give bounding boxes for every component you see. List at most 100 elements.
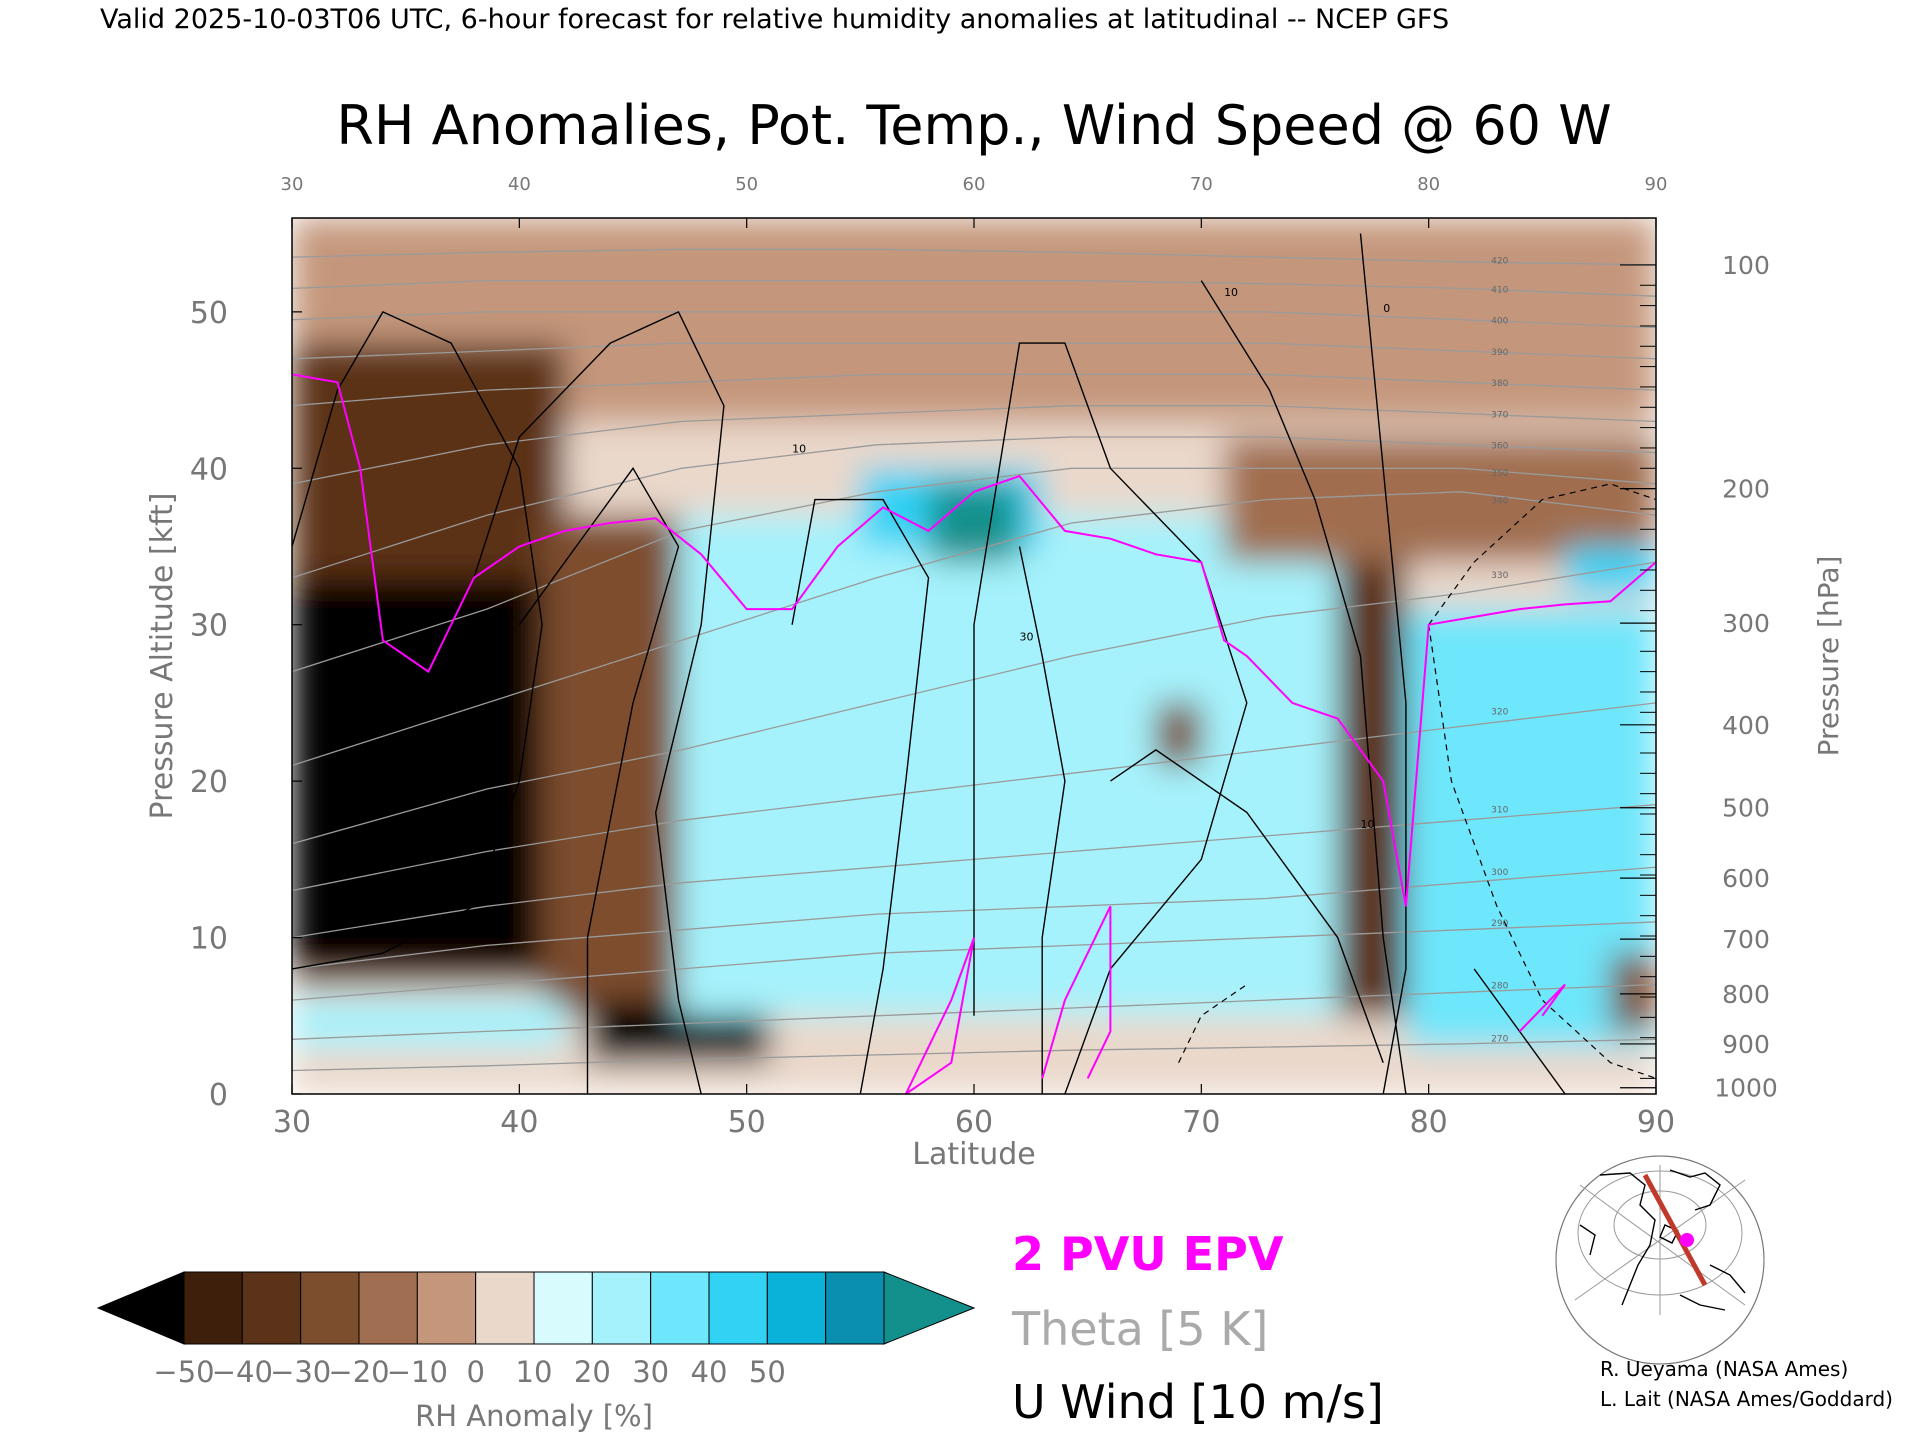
x-tick-label: 80 — [1410, 1105, 1448, 1140]
x-tick-label: 60 — [955, 1105, 993, 1140]
uwind-contour-label: 10 — [1224, 286, 1238, 299]
theta-contour-line — [292, 248, 1656, 266]
y-axis-right-pressure: 100 200 300 400 500 600 700 800 900 1000 — [1620, 251, 1778, 1103]
theta-contour-label: 400 — [1491, 317, 1508, 327]
rh-region — [1155, 702, 1202, 766]
uwind-contour-label: 30 — [1019, 630, 1033, 643]
y-tick-label: 20 — [190, 765, 228, 800]
colorbar-swatch — [475, 1271, 535, 1345]
cross-section-location-map — [1556, 1156, 1764, 1364]
theta-contour-line — [292, 467, 1656, 673]
colorbar-under-arrow — [96, 1271, 185, 1345]
section-line — [1642, 1173, 1708, 1287]
uwind-contour-label: 10 — [792, 443, 806, 456]
x-tick-label: 70 — [1182, 1105, 1220, 1140]
uwind-contour-dashed-line — [1178, 984, 1248, 1063]
colorbar-tick-label: −30 — [270, 1355, 331, 1389]
colorbar-tick-label: 40 — [691, 1355, 728, 1389]
x-top-tick-label: 40 — [508, 174, 531, 195]
uwind-contour-label: 10 — [1360, 818, 1374, 831]
legend-theta: Theta [5 K] — [1011, 1302, 1268, 1356]
uwind-contour-line — [1200, 280, 1407, 1094]
colorbar-tick-label: −50 — [153, 1355, 214, 1389]
rh-region — [1224, 437, 1656, 563]
heatmap-blur-group — [292, 218, 1656, 1094]
colorbar-swatch — [533, 1271, 593, 1345]
x-axis-top: 30 40 50 60 70 80 90 — [281, 174, 1668, 228]
x-tick-label: 40 — [500, 1105, 538, 1140]
colorbar-swatch — [766, 1271, 827, 1345]
pressure-tick-label: 600 — [1722, 864, 1770, 893]
colorbar-swatch — [300, 1271, 360, 1345]
map-meridian — [1574, 1179, 1746, 1301]
colorbar-label: RH Anomaly [%] — [415, 1399, 653, 1433]
rh-region — [928, 483, 1020, 563]
chart-title: RH Anomalies, Pot. Temp., Wind Speed @ 6… — [336, 94, 1611, 157]
rh-region — [292, 1000, 565, 1048]
colorbar-tick-label: 0 — [466, 1355, 484, 1389]
epv-line-segment — [1041, 905, 1112, 1079]
pressure-tick-label: 500 — [1722, 794, 1770, 823]
y-tick-label: 0 — [209, 1078, 228, 1113]
plot-area: 2702802903003103203303403503603703803904… — [291, 217, 1657, 1095]
x-top-tick-label: 80 — [1417, 174, 1440, 195]
valid-time-header: Valid 2025-10-03T06 UTC, 6-hour forecast… — [100, 4, 1449, 35]
colorbar-swatch — [416, 1271, 477, 1345]
theta-contour-label: 320 — [1491, 708, 1508, 718]
x-top-tick-label: 60 — [963, 174, 986, 195]
map-meridian — [1579, 1184, 1746, 1306]
x-tick-label: 50 — [728, 1105, 766, 1140]
uwind-contour-line — [791, 498, 930, 1094]
epv-line-segment — [1518, 983, 1566, 1033]
colorbar-tick-label: −10 — [387, 1355, 448, 1389]
theta-contour-label: 290 — [1491, 919, 1508, 929]
uwind-contour-line — [1018, 546, 1066, 1094]
theta-contour-label: 330 — [1491, 571, 1508, 581]
uwind-contour-line — [292, 310, 543, 970]
x-top-tick-label: 90 — [1645, 174, 1668, 195]
pressure-tick-label: 400 — [1722, 711, 1770, 740]
theta-contour-line — [292, 436, 1656, 579]
colorbar-swatch — [358, 1271, 418, 1345]
pressure-tick-label: 1000 — [1714, 1074, 1778, 1103]
theta-contour-line — [292, 405, 1656, 485]
colorbar-tick-label: 10 — [516, 1355, 553, 1389]
theta-contour-label: 310 — [1491, 805, 1508, 815]
credit-line-1: R. Ueyama (NASA Ames) — [1600, 1357, 1848, 1381]
colorbar-swatch — [708, 1271, 768, 1345]
colorbar-tick-label: 20 — [574, 1355, 611, 1389]
y-tick-label: 30 — [190, 609, 228, 644]
rh-anomaly-heatmap — [292, 218, 1656, 1094]
x-top-tick-label: 50 — [735, 174, 758, 195]
section-marker — [1680, 1233, 1694, 1247]
theta-contour-label: 280 — [1491, 981, 1508, 991]
theta-contour-label: 300 — [1491, 868, 1508, 878]
y-tick-label: 10 — [190, 922, 228, 957]
theta-contour-line — [292, 373, 1656, 407]
rh-region — [1610, 953, 1656, 1032]
legend-epv: 2 PVU EPV — [1012, 1227, 1284, 1281]
credit-line-2: L. Lait (NASA Ames/Goddard) — [1600, 1387, 1893, 1411]
theta-contour-line — [292, 279, 1656, 297]
theta-contour-label: 340 — [1491, 496, 1508, 506]
pressure-tick-label: 800 — [1722, 980, 1770, 1009]
pressure-tick-label: 700 — [1722, 925, 1770, 954]
theta-contour-line — [292, 311, 1656, 329]
x-top-tick-label: 30 — [281, 174, 304, 195]
y2-axis-label: Pressure [hPa] — [1812, 556, 1845, 757]
theta-contour-label: 380 — [1491, 379, 1508, 389]
uwind-contour-line — [518, 467, 680, 1094]
x-tick-label: 90 — [1637, 1105, 1675, 1140]
colorbar-swatch — [825, 1271, 885, 1345]
x-axis-bottom: 30 40 50 60 70 80 90 — [273, 1084, 1675, 1140]
uwind-contour-dashed-line — [1428, 624, 1656, 1079]
uwind-contour-line — [1359, 233, 1407, 1094]
legend-uwind: U Wind [10 m/s] — [1012, 1375, 1384, 1429]
pressure-tick-label: 900 — [1722, 1030, 1770, 1059]
colorbar-tick-label: −40 — [212, 1355, 273, 1389]
x-top-tick-label: 70 — [1190, 174, 1213, 195]
rh-region — [542, 515, 679, 1016]
uwind-contour-label: 0 — [1383, 302, 1390, 315]
colorbar-swatch — [183, 1271, 243, 1345]
colorbar-swatch — [591, 1271, 652, 1345]
